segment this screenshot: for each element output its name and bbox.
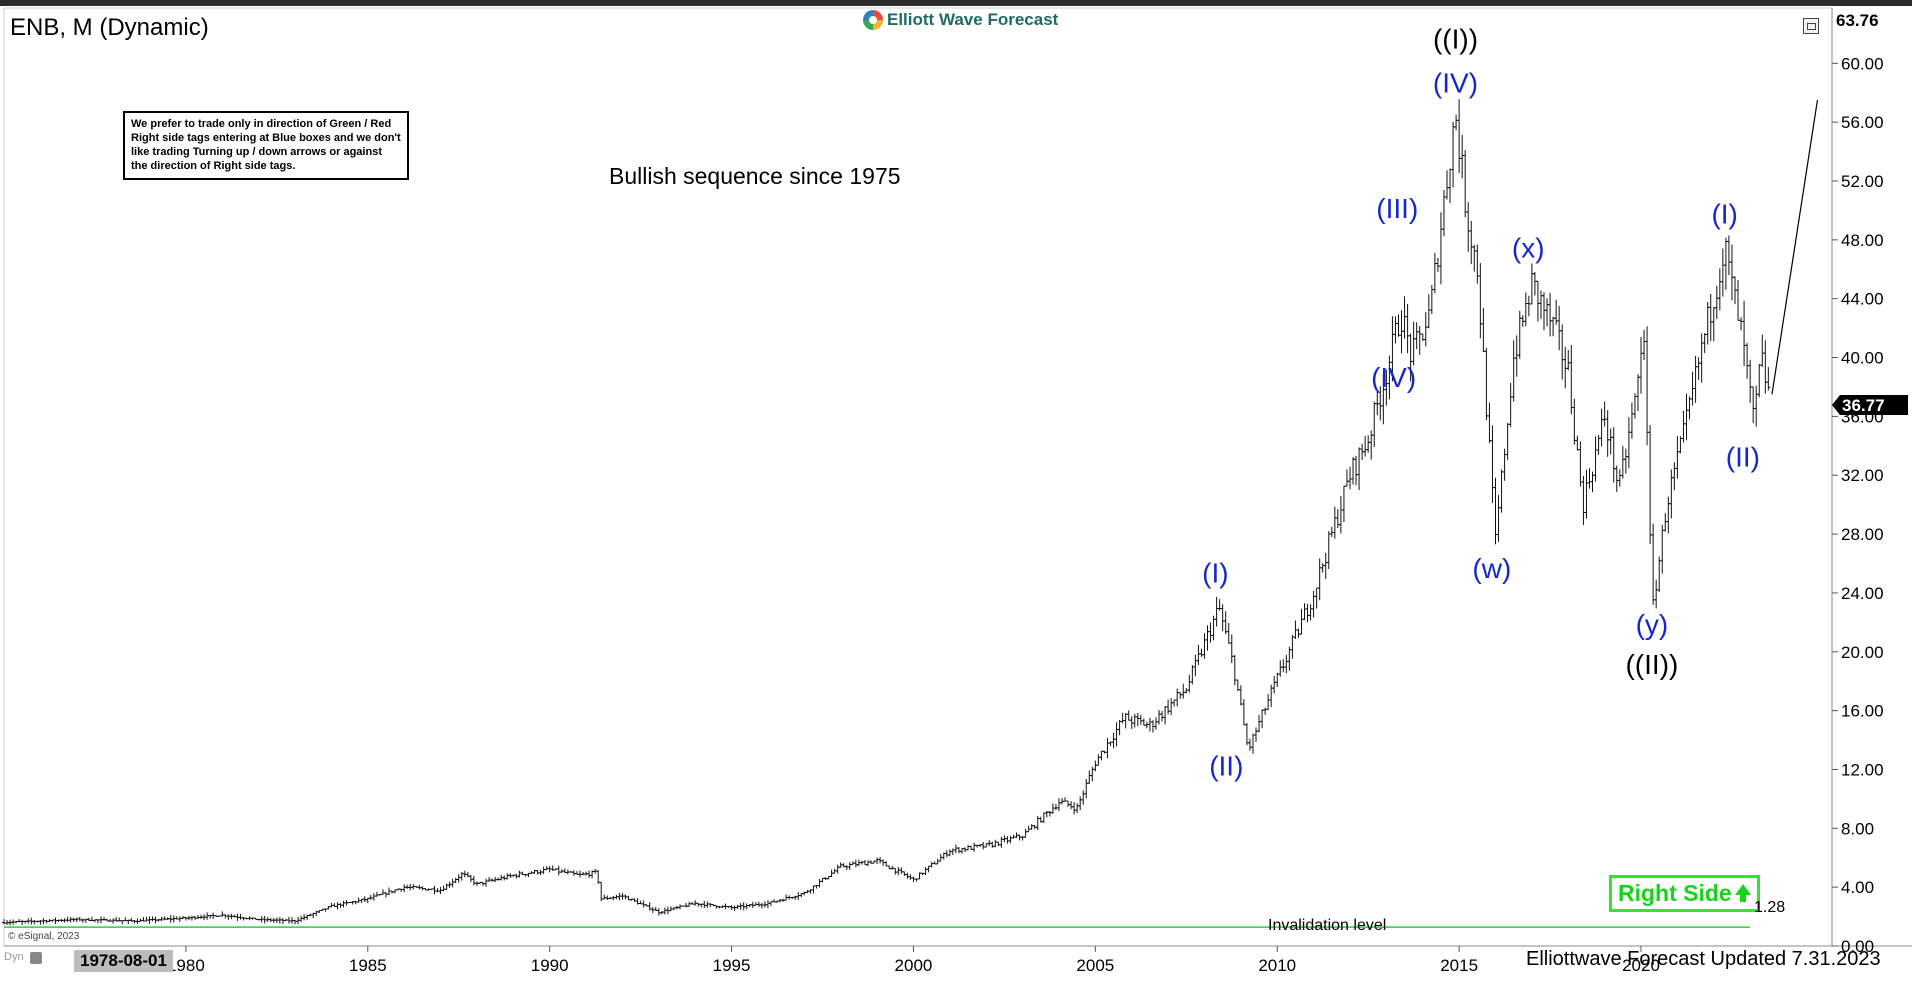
- y-tick-label: 32.00: [1841, 466, 1884, 485]
- brand-logo-text: Elliott Wave Forecast: [863, 10, 1058, 30]
- y-tick-label: 28.00: [1841, 525, 1884, 544]
- y-axis: 0.00 4.00 8.00 12.00 16.00 20.00 24.00 28.00 32.…: [1832, 11, 1884, 956]
- y-tick-label: 36.00: [1841, 407, 1884, 426]
- wave-label: (I): [1711, 199, 1737, 230]
- right-side-tag: Right Side: [1609, 875, 1760, 912]
- x-tick-label: 1980: [167, 956, 205, 975]
- price-bar: [1766, 367, 1771, 391]
- x-tick-label: 1995: [713, 956, 751, 975]
- x-tick-label: 2005: [1076, 956, 1114, 975]
- x-tick-label: 2015: [1440, 956, 1478, 975]
- y-tick-label: 48.00: [1841, 231, 1884, 250]
- price-bars: [2, 99, 1771, 926]
- wave-labels: ((I)) (IV) (III) (IV) (x) (w) (I) (II) (y) ((II))…: [1202, 24, 1760, 782]
- last-price-label: 36.77: [1842, 396, 1885, 415]
- y-tick-label: 56.00: [1841, 113, 1884, 132]
- y-tick-label: 0.00: [1841, 937, 1874, 956]
- last-price-tag: [1832, 395, 1908, 416]
- trading-notice: We prefer to trade only in direction of …: [123, 111, 409, 180]
- price-high-label: 63.76: [1836, 11, 1879, 30]
- y-tick-label: 44.00: [1841, 290, 1884, 309]
- update-note: Elliottwave Forecast Updated 7.31.2023: [1526, 948, 1881, 970]
- wave-label: ((I)): [1433, 24, 1478, 55]
- x-tick-label: 2000: [895, 956, 933, 975]
- wave-label: ((II)): [1625, 649, 1678, 680]
- x-tick-label: 1985: [349, 956, 387, 975]
- chart-subtitle: Bullish sequence since 1975: [609, 163, 901, 189]
- wave-label: (II): [1209, 750, 1243, 781]
- y-tick-label: 8.00: [1841, 819, 1874, 838]
- projection-line: [1771, 100, 1819, 395]
- wave-label: (y): [1636, 609, 1669, 640]
- x-tick-label: 2010: [1258, 956, 1296, 975]
- wave-label: (II): [1726, 441, 1760, 472]
- wave-label: (I): [1202, 558, 1228, 589]
- copyright-text: © eSignal, 2023: [8, 931, 80, 942]
- wave-label: (x): [1512, 233, 1545, 264]
- y-tick-label: 24.00: [1841, 584, 1884, 603]
- y-tick-label: 52.00: [1841, 172, 1884, 191]
- y-tick-label: 4.00: [1841, 878, 1874, 897]
- wave-label: (w): [1472, 553, 1511, 584]
- dyn-toggle-icon[interactable]: [30, 952, 42, 964]
- y-tick-label: 12.00: [1841, 760, 1884, 779]
- window-restore-icon[interactable]: [1803, 18, 1819, 34]
- brand-name: Elliott Wave Forecast: [887, 10, 1059, 29]
- symbol-title: ENB, M (Dynamic): [10, 14, 209, 41]
- dyn-label: Dyn: [4, 951, 24, 963]
- invalidation-value: 1.28: [1754, 899, 1786, 916]
- arrow-up-icon: [1734, 884, 1751, 902]
- invalidation-label: Invalidation level: [1268, 917, 1387, 934]
- y-tick-label: 16.00: [1841, 702, 1884, 721]
- y-tick-label: 20.00: [1841, 643, 1884, 662]
- y-tick-label: 40.00: [1841, 349, 1884, 368]
- wave-label: (IV): [1433, 68, 1478, 99]
- x-axis: 1980 1985 1990 1995 2000 2005 2010 2015 2020: [167, 946, 1660, 975]
- x-tick-label: 1990: [531, 956, 569, 975]
- wave-label: (IV): [1371, 362, 1416, 393]
- brand-logo-icon: [863, 10, 883, 30]
- right-side-label: Right Side: [1618, 880, 1732, 906]
- wave-label: (III): [1376, 193, 1418, 224]
- y-tick-label: 60.00: [1841, 54, 1884, 73]
- x-tick-label: 2020: [1622, 956, 1660, 975]
- cursor-date-readout: 1978-08-01: [74, 950, 173, 972]
- chart-overlays: 36.77: [4, 100, 1908, 928]
